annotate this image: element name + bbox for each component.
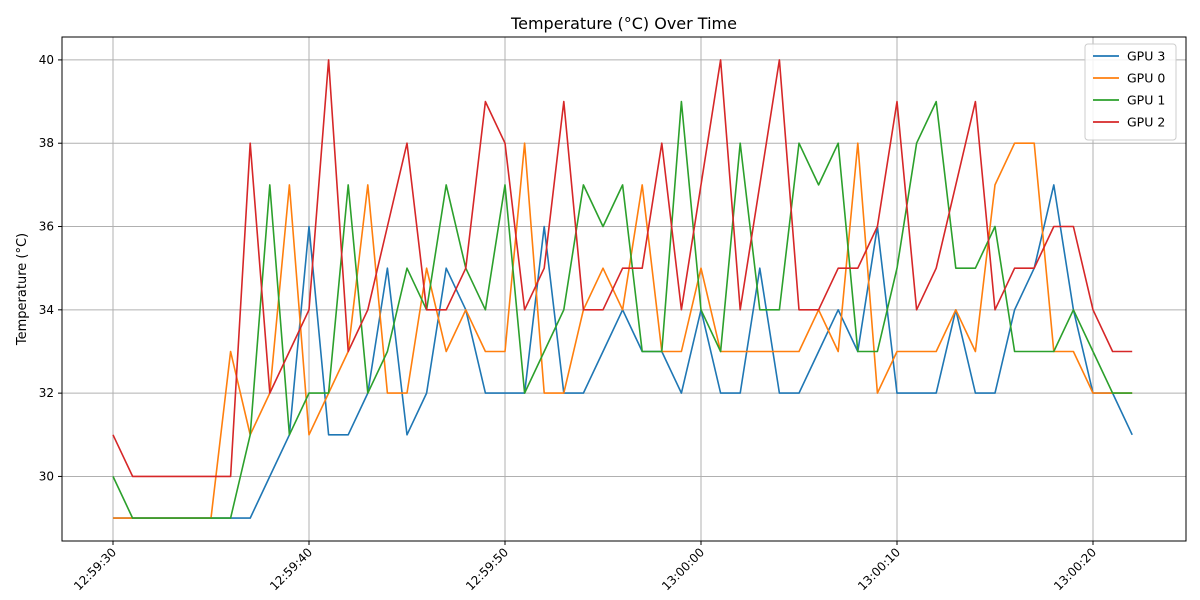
x-tick-label: 12:59:50 [463,545,511,593]
legend-entry: GPU 3 [1127,49,1165,64]
y-tick-label: 36 [39,220,54,234]
legend: GPU 3 GPU 0 GPU 1 GPU 2 [1084,43,1177,141]
y-tick-label: 34 [39,303,54,317]
legend-entry: GPU 2 [1127,115,1165,130]
y-tick-label: 30 [39,469,54,483]
x-tick-label: 12:59:40 [267,545,315,593]
x-tick-label: 13:00:00 [659,545,707,593]
x-tick-label: 13:00:20 [1051,545,1099,593]
x-tick-label: 12:59:30 [71,545,119,593]
y-tick-label: 40 [39,53,54,67]
plot-frame [61,36,1187,542]
y-tick-label: 38 [39,136,54,150]
series-line-gpu-1 [112,100,1133,519]
series-lines [112,59,1133,519]
legend-entry: GPU 1 [1127,93,1165,108]
series-line-gpu-2 [112,59,1133,478]
legend-box [1084,43,1177,141]
legend-entry: GPU 0 [1127,71,1165,86]
x-tick-label: 13:00:10 [855,545,903,593]
series-line-gpu-0 [113,142,1133,519]
chart-title: Temperature (°C) Over Time [510,14,737,33]
y-axis-label: Temperature (°C) [15,233,30,346]
y-tick-label: 32 [39,386,54,400]
